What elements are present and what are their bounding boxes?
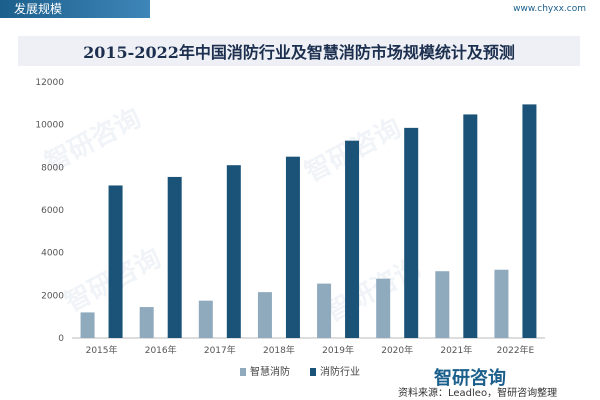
bar-smart-fire [435,271,450,338]
bar-smart-fire [494,269,509,338]
legend-label: 消防行业 [320,365,360,378]
chart-title-box: 2015-2022年中国消防行业及智慧消防市场规模统计及预测 [18,36,580,66]
bar-smart-fire [257,292,272,338]
bar-fire-industry [463,114,478,338]
bar-smart-fire [80,312,95,338]
y-tick-label: 2000 [41,291,64,301]
legend-swatch [310,368,316,376]
legend-label: 智慧消防 [250,365,290,378]
x-tick-label: 2022年E [497,344,535,356]
y-tick-label: 8000 [41,163,64,173]
bar-fire-industry [345,140,360,338]
y-tick-label: 6000 [41,206,64,216]
y-tick-label: 12000 [35,78,64,88]
bar-fire-industry [404,127,419,338]
x-tick-label: 2015年 [86,344,118,356]
x-tick-label: 2016年 [145,344,177,356]
bar-fire-industry [167,176,182,338]
x-tick-label: 2019年 [322,344,354,356]
y-tick-label: 10000 [35,121,64,131]
x-tick-label: 2017年 [204,344,236,356]
y-tick-label: 4000 [41,249,64,259]
bar-smart-fire [376,278,391,338]
x-tick-label: 2021年 [440,344,472,356]
section-banner: 发展规模 [0,0,150,18]
bar-smart-fire [139,307,154,338]
y-tick-label: 0 [58,334,64,344]
bar-fire-industry [285,156,300,338]
site-url: www.chyxx.com [513,4,586,14]
bar-smart-fire [198,300,213,338]
chart-title: 2015-2022年中国消防行业及智慧消防市场规模统计及预测 [83,43,515,62]
x-tick-label: 2018年 [263,344,295,356]
source-note: 资料来源：Leadleo，智研咨询整理 [398,388,558,399]
brand-logo: 智研咨询 [434,368,506,389]
top-bar: 发展规模 www.chyxx.com [0,0,600,22]
bar-fire-industry [226,165,241,338]
bar-fire-industry [108,185,123,338]
legend-swatch [240,368,246,376]
bar-smart-fire [317,283,332,338]
bar-fire-industry [522,104,537,339]
x-tick-label: 2020年 [381,344,413,356]
